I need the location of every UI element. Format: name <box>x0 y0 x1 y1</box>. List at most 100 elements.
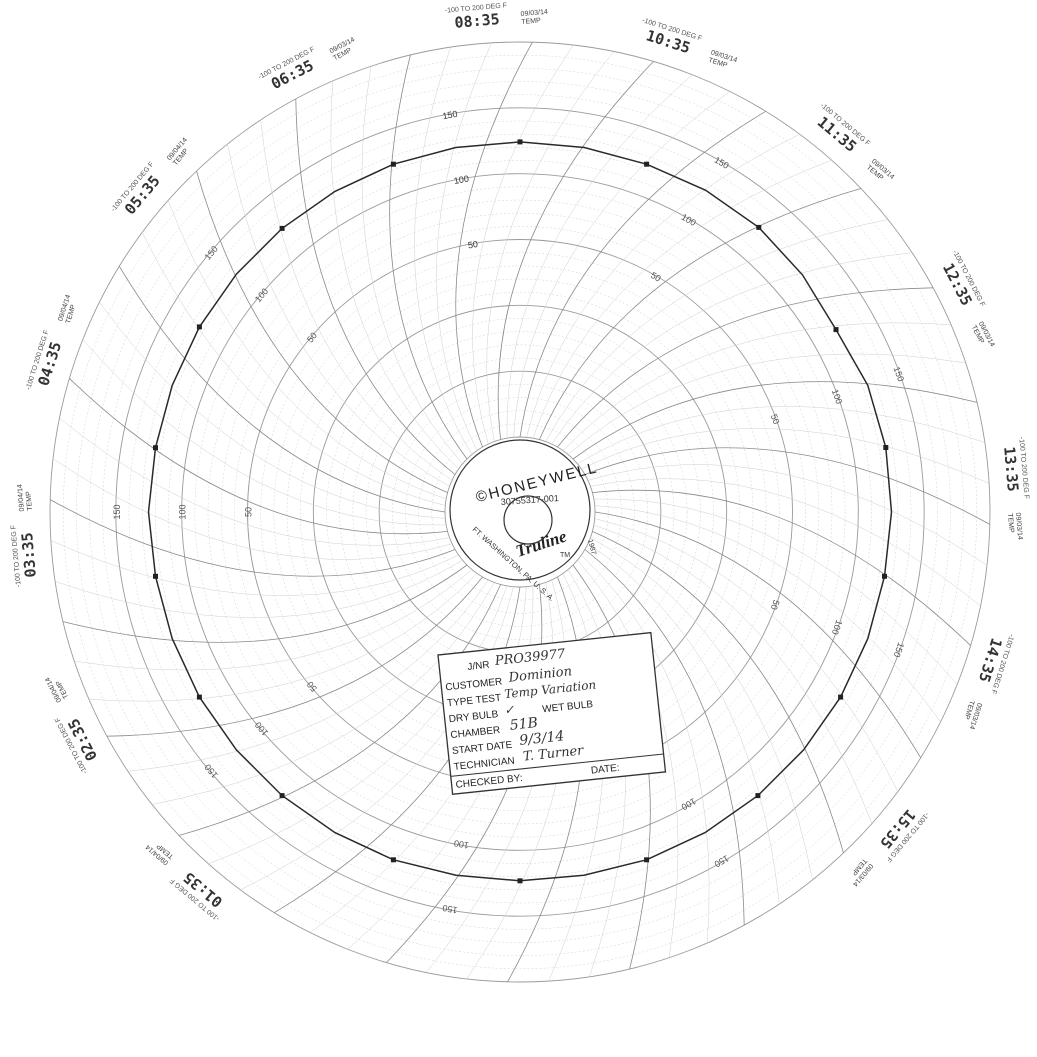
minor-ring <box>141 133 899 891</box>
dry-bulb-label: DRY BULB <box>448 709 499 725</box>
hour-line <box>594 511 922 758</box>
minor-time-line <box>59 418 450 546</box>
trace-point <box>838 694 844 700</box>
ring-value-label: 50 <box>467 239 479 251</box>
trace-point <box>517 139 523 145</box>
minor-time-line <box>545 219 888 442</box>
chart-grid <box>49 41 991 983</box>
minor-time-line <box>577 560 679 958</box>
center-hole <box>503 495 553 545</box>
hour-line <box>557 287 934 448</box>
hour-line <box>592 531 844 854</box>
minor-time-line <box>587 543 780 905</box>
hour-line <box>584 549 745 926</box>
hour-line <box>584 447 990 525</box>
minor-time-line <box>513 91 730 438</box>
ring-value-label: 100 <box>830 619 845 637</box>
minor-time-line <box>414 47 473 455</box>
minor-time-line <box>260 119 453 481</box>
info-box-divider <box>450 753 664 777</box>
minor-ring <box>207 199 833 825</box>
minor-ring <box>89 81 951 943</box>
minor-ring <box>418 410 622 614</box>
trace-point <box>153 573 158 579</box>
ring-value-label: 150 <box>892 641 907 659</box>
trace-point <box>279 225 285 231</box>
minor-time-line <box>506 74 693 439</box>
trace-point <box>390 857 396 863</box>
minor-time-line <box>532 159 832 439</box>
hour-line <box>539 188 862 440</box>
info-box-frame <box>437 631 667 795</box>
ring-value-label: 50 <box>649 270 663 284</box>
minor-time-line <box>55 559 463 618</box>
minor-ring <box>260 252 780 772</box>
minor-time-line <box>436 42 492 451</box>
ring-value-label: 150 <box>112 504 122 519</box>
major-ring <box>181 173 859 851</box>
minor-time-line <box>74 569 472 671</box>
ring-value-label: 150 <box>892 365 907 383</box>
minor-time-line <box>167 200 447 500</box>
minor-time-line <box>99 302 446 519</box>
trace-point <box>153 445 158 451</box>
ring-value-label: 50 <box>305 679 319 693</box>
minor-time-line <box>593 524 873 824</box>
minor-time-line <box>82 339 447 526</box>
minor-ring <box>76 68 964 956</box>
rim-time-label: 03:35 <box>18 532 40 579</box>
rim-time-label: 08:35 <box>454 10 501 32</box>
minor-time-line <box>594 518 899 792</box>
minor-time-line <box>581 428 990 484</box>
hour-line <box>178 584 501 836</box>
dry-bulb-value: ✓ <box>503 702 514 717</box>
minor-time-line <box>581 554 710 944</box>
temperature-trace <box>147 139 893 884</box>
trace-point <box>755 793 761 799</box>
trace-point <box>644 161 650 167</box>
chart-hub: ©HONEYWELL 30755317-001 1987 FT. WASHING… <box>449 439 600 603</box>
hour-line <box>572 381 978 460</box>
hour-line <box>497 61 654 440</box>
trace-point <box>644 857 650 863</box>
ring-value-label: 50 <box>769 413 782 426</box>
minor-ring <box>194 186 846 838</box>
minor-ring <box>102 94 938 930</box>
minor-ring <box>234 226 806 798</box>
date-label: DATE: <box>590 763 620 777</box>
ring-value-label: 150 <box>442 903 459 915</box>
minor-ring <box>220 212 820 812</box>
trace-point <box>756 224 762 230</box>
customer-value: Dominion <box>507 664 573 686</box>
hour-line <box>592 489 971 646</box>
hour-line <box>274 586 521 914</box>
minor-time-line <box>587 464 988 566</box>
minor-ring <box>273 265 767 759</box>
hour-line <box>69 378 448 535</box>
minor-time-line <box>593 498 958 685</box>
hub-part-number: 30755317-001 <box>500 493 559 507</box>
minor-time-line <box>577 406 985 465</box>
hour-line <box>50 499 456 577</box>
ring-value-label: 50 <box>244 507 254 517</box>
ring-value-label: 100 <box>453 838 470 850</box>
minor-time-line <box>472 44 574 445</box>
minor-ring <box>431 423 609 601</box>
major-ring <box>115 107 925 917</box>
minor-ring <box>168 160 872 864</box>
rim-temp-label: TEMP <box>521 17 541 26</box>
minor-time-line <box>208 585 508 865</box>
minor-ring <box>339 331 701 693</box>
rim-date-label: 09/04/14 <box>17 484 26 512</box>
ring-value-label: 100 <box>453 174 470 186</box>
rim-temp-label: TEMP <box>1006 513 1015 533</box>
